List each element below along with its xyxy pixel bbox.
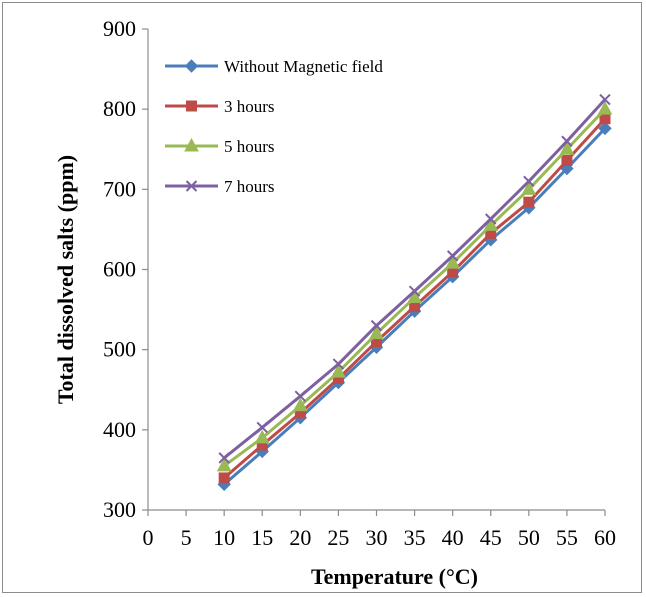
legend-item-1: 3 hours: [165, 97, 275, 116]
data-point: [292, 397, 308, 412]
data-point: [598, 121, 612, 136]
data-point: [184, 59, 199, 73]
data-point: [186, 100, 197, 112]
legend-item-0: Without Magnetic field: [165, 57, 383, 76]
legend-label: 3 hours: [224, 97, 275, 116]
x-tick-label: 5: [181, 525, 192, 550]
data-point: [184, 137, 199, 152]
data-point: [256, 421, 268, 434]
data-point: [332, 358, 345, 370]
data-point-stroke: [523, 175, 535, 188]
x-tick-label: 25: [327, 525, 349, 550]
data-point-stroke: [408, 285, 421, 297]
data-point: [407, 289, 422, 304]
data-point: [485, 213, 497, 225]
x-tick-label: 35: [404, 525, 426, 550]
x-tick-label: 50: [518, 525, 540, 550]
data-point: [523, 175, 535, 188]
data-point: [483, 217, 499, 231]
axes: 300 400 500 600 700 800 900 0 5 10 15 20 25 30 35 40 45 5…: [103, 16, 616, 550]
data-point: [331, 364, 346, 378]
data-point: [445, 255, 461, 269]
data-point: [218, 472, 230, 484]
x-tick-label: 60: [594, 525, 616, 550]
x-tick-label: 10: [213, 525, 235, 550]
data-point: [185, 180, 198, 192]
data-point: [561, 154, 573, 166]
y-axis-title: Total dissolved salts (ppm): [53, 155, 78, 404]
y-tick-label: 600: [103, 257, 136, 282]
y-tick-label: 900: [103, 16, 136, 41]
series-1: [218, 113, 611, 484]
data-point-stroke: [446, 250, 459, 262]
data-point: [597, 101, 613, 115]
y-tick-label: 300: [103, 497, 136, 522]
x-tick-label: 0: [143, 525, 154, 550]
data-point: [294, 390, 307, 402]
legend-item-3: 7 hours: [165, 177, 275, 196]
line-chart: 300 400 500 600 700 800 900 0 5 10 15 20 25 30 35 40 45 5…: [53, 16, 616, 589]
x-tick-label: 40: [442, 525, 464, 550]
data-point-stroke: [561, 135, 573, 147]
x-tick-label: 55: [556, 525, 578, 550]
x-axis-title: Temperature (°C): [311, 564, 478, 589]
y-tick-label: 700: [103, 176, 136, 201]
data-point-stroke: [294, 390, 307, 402]
data-point: [521, 181, 537, 195]
x-tick-label: 20: [289, 525, 311, 550]
data-point: [370, 319, 383, 332]
data-point: [599, 93, 611, 106]
data-point-stroke: [599, 93, 611, 106]
data-point: [446, 250, 459, 262]
legend-label: 7 hours: [224, 177, 275, 196]
data-point: [216, 457, 232, 472]
legend: Without Magnetic field 3 hours 5 hours 7 ho…: [165, 57, 383, 196]
series-line: [223, 98, 607, 460]
legend-item-2: 5 hours: [165, 137, 275, 156]
x-tick-label: 30: [366, 525, 388, 550]
series-2: [216, 101, 613, 472]
x-tick-label: 15: [251, 525, 273, 550]
data-point: [218, 452, 230, 464]
series-3: [218, 93, 611, 464]
data-point: [561, 135, 573, 147]
data-point-stroke: [332, 358, 345, 370]
data-point-stroke: [370, 319, 383, 332]
y-tick-label: 500: [103, 337, 136, 362]
y-tick-label: 800: [103, 96, 136, 121]
data-point: [408, 285, 421, 297]
data-point: [369, 325, 384, 340]
data-point: [599, 113, 611, 125]
series-layer: [216, 93, 613, 492]
data-point-stroke: [256, 421, 268, 434]
data-point: [559, 141, 575, 155]
x-tick-label: 45: [480, 525, 502, 550]
data-point: [523, 196, 535, 208]
data-point-stroke: [185, 180, 198, 192]
legend-label: 5 hours: [224, 137, 275, 156]
y-tick-label: 400: [103, 417, 136, 442]
data-point: [254, 429, 270, 444]
data-point-stroke: [218, 452, 230, 464]
legend-label: Without Magnetic field: [224, 57, 383, 76]
data-point-stroke: [485, 213, 497, 225]
